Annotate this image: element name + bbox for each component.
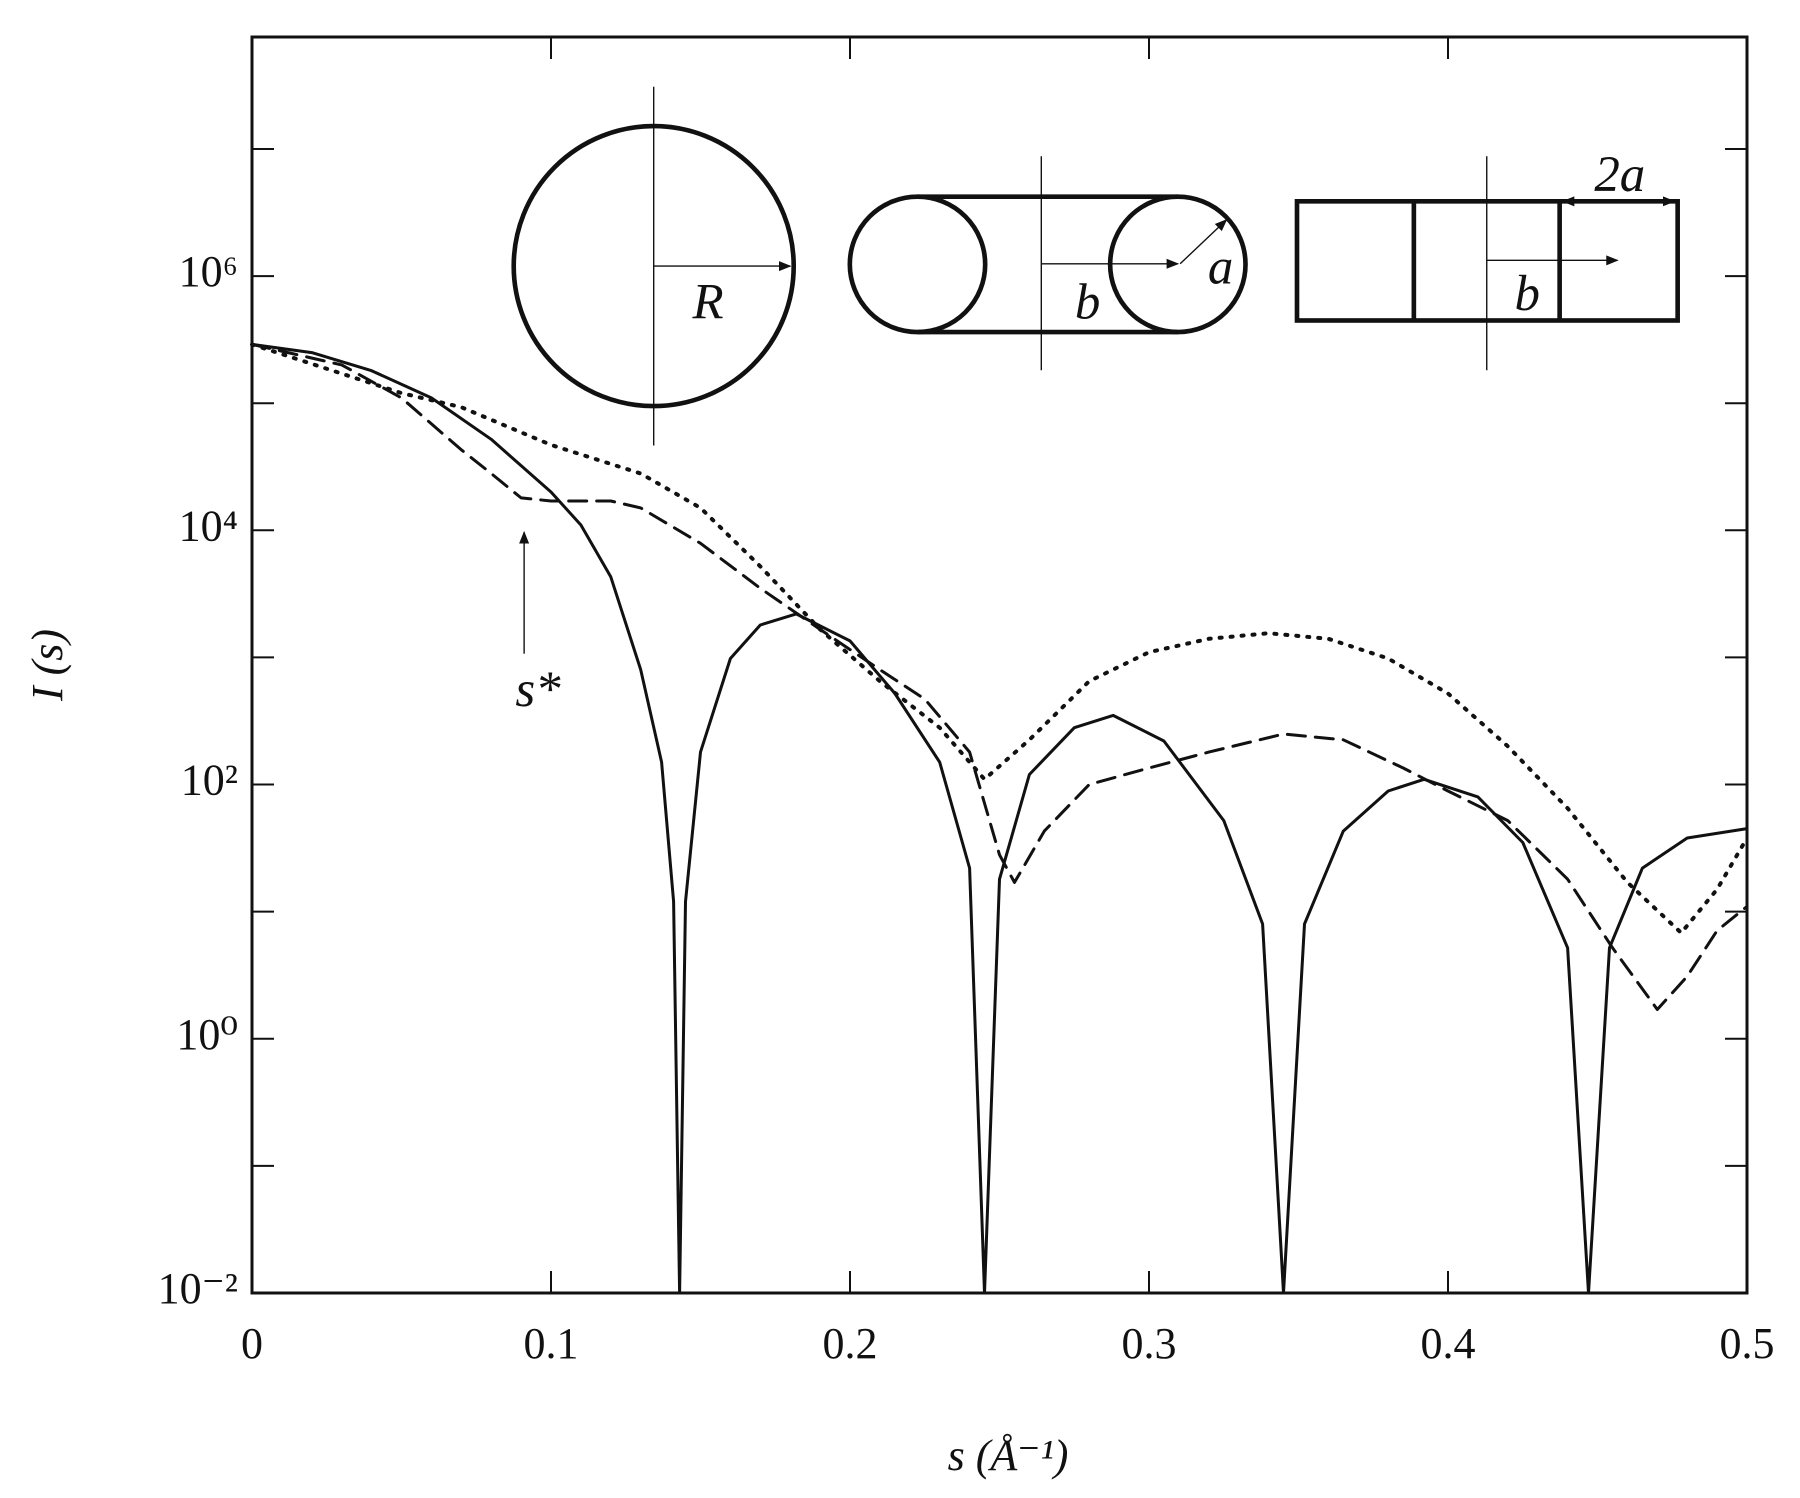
x-tick-label: 0.3	[1122, 1319, 1177, 1368]
series-line	[250, 342, 1749, 935]
inset-label: 2a	[1594, 147, 1645, 203]
plot-frame	[250, 35, 1749, 1295]
annotation: s*	[515, 662, 561, 718]
y-tick-label: 10⁰	[176, 1010, 238, 1059]
x-tick-label: 0	[241, 1319, 263, 1368]
x-tick-label: 0.4	[1421, 1319, 1476, 1368]
x-tick-label: 0.1	[524, 1319, 579, 1368]
x-axis-label: s (Å⁻¹)	[948, 1431, 1069, 1480]
series-line	[250, 342, 1749, 1011]
series-line	[250, 342, 1749, 1295]
inset-label: b	[1515, 266, 1540, 322]
y-tick-label: 10⁻²	[158, 1264, 238, 1313]
x-tick-label: 0.5	[1720, 1319, 1775, 1368]
a-arrow	[1179, 218, 1228, 265]
torus-section	[917, 194, 988, 335]
y-tick-label: 10⁶	[179, 247, 238, 296]
inset-label: R	[692, 274, 724, 330]
insets: R b a b 2a s*	[511, 86, 1680, 718]
inset-label: a	[1208, 240, 1233, 296]
x-tick-label: 0.2	[823, 1319, 878, 1368]
y-axis-label: I (s)	[23, 629, 72, 702]
y-tick-label: 10⁴	[179, 501, 238, 550]
inset-label: b	[1075, 274, 1100, 330]
y-tick-label: 10²	[181, 756, 238, 805]
